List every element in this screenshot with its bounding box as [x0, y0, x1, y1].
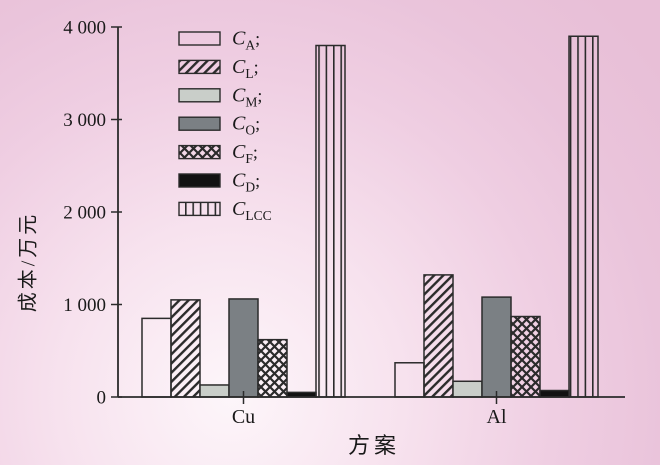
bar-al-c_d: [539, 389, 570, 398]
bar-al-c_lcc: [568, 35, 599, 398]
bars-layer: [141, 35, 599, 398]
bar-al-c_a: [394, 362, 425, 398]
legend-label-c_a: CA;: [232, 28, 260, 53]
bar-cu-c_m: [199, 384, 230, 398]
x-axis-title: 方案: [347, 433, 401, 458]
y-tick-label: 1 000: [63, 295, 106, 316]
legend-label-c_lcc: CLCC: [232, 198, 272, 223]
y-tick-label: 4 000: [63, 18, 106, 39]
legend-label-c_d: CD;: [232, 170, 260, 195]
legend-swatch-c_lcc: [178, 201, 221, 217]
x-tick-label-cu: Cu: [232, 406, 255, 428]
bar-al-c_m: [452, 380, 483, 398]
legend-swatch-c_m: [178, 88, 221, 103]
x-tick-label-al: Al: [487, 406, 507, 428]
legend-label-c_f: CF;: [232, 141, 258, 166]
y-tick-label: 2 000: [63, 203, 106, 224]
legend-swatch-c_l: [178, 59, 221, 75]
bar-cu-c_f: [257, 338, 288, 398]
bar-cu-c_l: [170, 299, 201, 398]
legend: CA; CL; CM; CO; CF; CD; CLCC: [178, 28, 272, 223]
y-tick-label: 3 000: [63, 110, 106, 131]
bar-al-c_l: [423, 274, 454, 398]
y-tick-label: 0: [97, 388, 107, 409]
bar-cu-c_lcc: [315, 44, 346, 398]
legend-label-c_m: CM;: [232, 84, 262, 109]
legend-swatch-c_o: [178, 116, 221, 131]
legend-swatch-c_d: [178, 173, 221, 188]
axes-layer: 0 1 000 2 000 3 000 4 000 Cu Al: [63, 18, 625, 428]
legend-swatch-c_a: [178, 31, 221, 46]
legend-label-c_l: CL;: [232, 56, 259, 81]
bar-al-c_o: [481, 296, 512, 398]
bar-al-c_f: [510, 315, 541, 398]
bar-cu-c_o: [228, 298, 259, 398]
legend-swatch-c_f: [178, 144, 221, 160]
bar-cu-c_a: [141, 317, 172, 398]
y-axis-title: 成本/万元: [17, 211, 40, 313]
legend-label-c_o: CO;: [232, 113, 260, 138]
